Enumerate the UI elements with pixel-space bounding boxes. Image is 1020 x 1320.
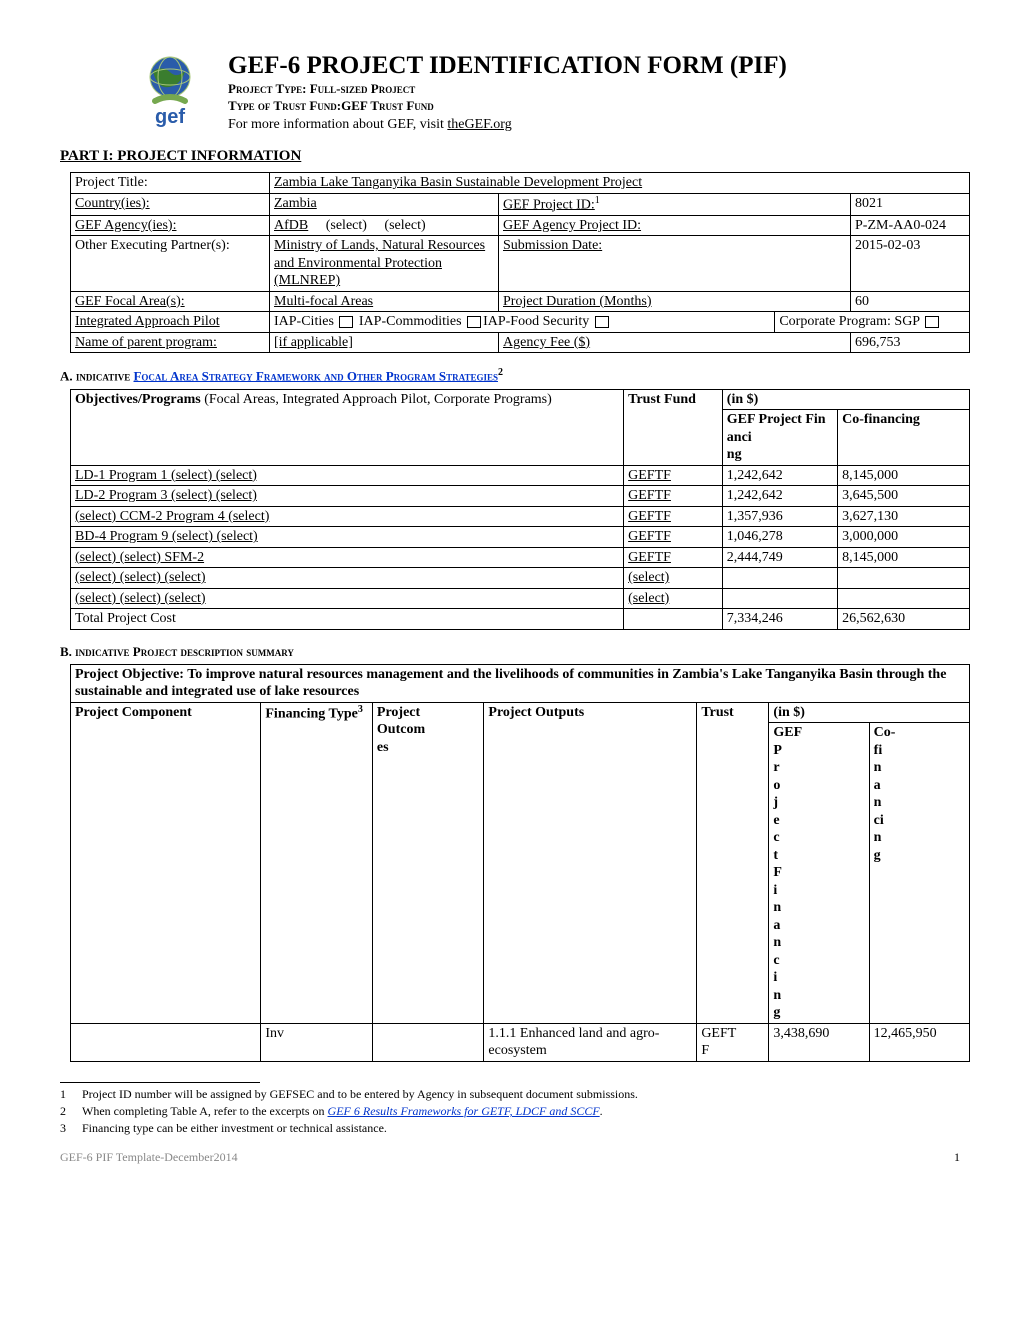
gef-logo: gef — [130, 50, 210, 130]
col-cofin-header-b: Co-financing — [869, 723, 969, 1024]
page-number: 1 — [954, 1150, 960, 1165]
table-row: (select) (select) (select)(select) — [71, 588, 970, 609]
section-b-heading: B. indicative Project description summar… — [60, 644, 960, 660]
table-row: (select) (select) (select)(select) — [71, 568, 970, 589]
row1-trust: GEFTF — [697, 1023, 769, 1061]
col-trust-header-b: Trust — [697, 702, 769, 1023]
table-row: GEF Agency(ies): AfDB (select) (select) … — [71, 215, 970, 236]
duration-label: Project Duration (Months) — [499, 291, 851, 312]
col-outputs-header: Project Outputs — [484, 702, 697, 1023]
section-a-heading: A. indicative Focal Area Strategy Framew… — [60, 367, 960, 385]
part1-heading: PART I: PROJECT INFORMATION — [60, 147, 960, 166]
table-row: Objectives/Programs (Focal Areas, Integr… — [71, 389, 970, 410]
iap-commodities-checkbox[interactable] — [467, 316, 481, 328]
table-row: Name of parent program: [if applicable] … — [71, 332, 970, 353]
table-row: Project Component Financing Type3 Projec… — [71, 702, 970, 723]
col-cofin-header: Co-financing — [838, 410, 970, 466]
page-footer: GEF-6 PIF Template-December2014 1 — [60, 1150, 960, 1165]
gef-project-id-label: GEF Project ID:1 — [499, 193, 851, 215]
document-header: gef GEF-6 PROJECT IDENTIFICATION FORM (P… — [130, 50, 960, 133]
more-info-line: For more information about GEF, visit th… — [228, 116, 787, 134]
other-exec-label: Other Executing Partner(s): — [71, 236, 270, 292]
col-ins-header: (in $) — [722, 389, 969, 410]
iap-cities-checkbox[interactable] — [339, 316, 353, 328]
countries-label: Country(ies): — [71, 193, 270, 215]
gef-project-id-value: 8021 — [851, 193, 970, 215]
table-row: (select) (select) SFM-2GEFTF2,444,7498,1… — [71, 547, 970, 568]
table-row: Other Executing Partner(s): Ministry of … — [71, 236, 970, 292]
focal-area-link[interactable]: Focal Area Strategy Framework and Other … — [133, 368, 498, 383]
footnote-1: 1Project ID number will be assigned by G… — [60, 1087, 960, 1102]
document-title: GEF-6 PROJECT IDENTIFICATION FORM (PIF) — [228, 50, 787, 81]
footnote-separator — [60, 1082, 260, 1083]
table-row: Inv 1.1.1 Enhanced land and agro-ecosyst… — [71, 1023, 970, 1061]
total-label: Total Project Cost — [71, 609, 624, 630]
table-row: Project Title: Zambia Lake Tanganyika Ba… — [71, 173, 970, 194]
submission-value: 2015-02-03 — [851, 236, 970, 292]
project-info-table: Project Title: Zambia Lake Tanganyika Ba… — [70, 172, 970, 353]
agency-pid-value: P-ZM-AA0-024 — [851, 215, 970, 236]
footnotes: 1Project ID number will be assigned by G… — [60, 1087, 960, 1136]
row1-co: 12,465,950 — [869, 1023, 969, 1061]
focal-label: GEF Focal Area(s): — [71, 291, 270, 312]
header-text-block: GEF-6 PROJECT IDENTIFICATION FORM (PIF) … — [228, 50, 787, 133]
footnote-2: 2When completing Table A, refer to the e… — [60, 1104, 960, 1119]
col-gef-header-b: GEFProjectFinancing — [769, 723, 869, 1024]
table-row: GEF Focal Area(s): Multi-focal Areas Pro… — [71, 291, 970, 312]
footnote-3: 3Financing type can be either investment… — [60, 1121, 960, 1136]
col-ins-header-b: (in $) — [769, 702, 970, 723]
project-type-line: Project Type: Full-sized Project — [228, 81, 787, 97]
table-row: LD-2 Program 3 (select) (select)GEFTF1,2… — [71, 486, 970, 507]
agencies-value: AfDB (select) (select) — [270, 215, 499, 236]
col-fintype-header: Financing Type3 — [261, 702, 373, 1023]
submission-label: Submission Date: — [499, 236, 851, 292]
table-row: (select) CCM-2 Program 4 (select)GEFTF1,… — [71, 506, 970, 527]
project-description-table: Project Objective: To improve natural re… — [70, 664, 970, 1062]
corp-prog: Corporate Program: SGP — [775, 312, 970, 333]
countries-value: Zambia — [270, 193, 499, 215]
table-row: LD-1 Program 1 (select) (select)GEFTF1,2… — [71, 465, 970, 486]
iap-options: IAP-Cities IAP-Commodities IAP-Food Secu… — [270, 312, 775, 333]
table-row: BD-4 Program 9 (select) (select)GEFTF1,0… — [71, 527, 970, 548]
focal-value: Multi-focal Areas — [270, 291, 499, 312]
col-trust-header: Trust Fund — [624, 389, 723, 465]
trust-fund-line: Type of Trust Fund:GEF Trust Fund — [228, 98, 787, 114]
total-co: 26,562,630 — [838, 609, 970, 630]
gef-org-link[interactable]: theGEF.org — [447, 117, 511, 132]
iap-label: Integrated Approach Pilot — [71, 312, 270, 333]
table-row: Total Project Cost 7,334,246 26,562,630 — [71, 609, 970, 630]
sgp-checkbox[interactable] — [925, 316, 939, 328]
total-gef: 7,334,246 — [722, 609, 837, 630]
agency-pid-label: GEF Agency Project ID: — [499, 215, 851, 236]
agency-fee-value: 696,753 — [851, 332, 970, 353]
row1-fintype: Inv — [261, 1023, 373, 1061]
table-row: Project Objective: To improve natural re… — [71, 664, 970, 702]
results-framework-link[interactable]: GEF 6 Results Frameworks for GETF, LDCF … — [328, 1104, 600, 1118]
globe-icon — [135, 51, 205, 111]
col-outcomes-header: ProjectOutcomes — [372, 702, 484, 1023]
agency-fee-label: Agency Fee ($) — [499, 332, 851, 353]
focal-area-table: Objectives/Programs (Focal Areas, Integr… — [70, 389, 970, 630]
row1-output: 1.1.1 Enhanced land and agro-ecosystem — [484, 1023, 697, 1061]
row1-gef: 3,438,690 — [769, 1023, 869, 1061]
col-gef-header: GEF Project Financing — [722, 410, 837, 466]
project-title-label: Project Title: — [71, 173, 270, 194]
agencies-label: GEF Agency(ies): — [71, 215, 270, 236]
template-id: GEF-6 PIF Template-December2014 — [60, 1150, 238, 1165]
parent-value: [if applicable] — [270, 332, 499, 353]
table-row: Country(ies): Zambia GEF Project ID:1 80… — [71, 193, 970, 215]
project-title-value: Zambia Lake Tanganyika Basin Sustainable… — [270, 173, 970, 194]
col-component-header: Project Component — [71, 702, 261, 1023]
col-obj-header: Objectives/Programs (Focal Areas, Integr… — [71, 389, 624, 465]
logo-text: gef — [155, 105, 185, 130]
other-exec-value: Ministry of Lands, Natural Resources and… — [270, 236, 499, 292]
parent-label: Name of parent program: — [71, 332, 270, 353]
duration-value: 60 — [851, 291, 970, 312]
iap-food-checkbox[interactable] — [595, 316, 609, 328]
project-objective: Project Objective: To improve natural re… — [71, 664, 970, 702]
table-row: Integrated Approach Pilot IAP-Cities IAP… — [71, 312, 970, 333]
